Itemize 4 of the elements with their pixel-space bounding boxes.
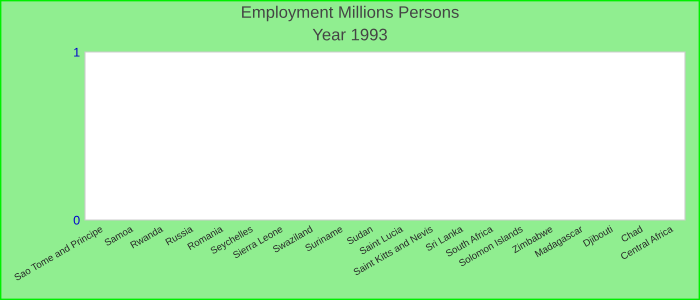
y-tick-label: 1 <box>74 48 80 57</box>
chart-title: Employment Millions Persons <box>242 6 459 22</box>
y-tick-label: 0 <box>74 216 80 225</box>
chart-subtitle: Year 1993 <box>312 28 387 40</box>
